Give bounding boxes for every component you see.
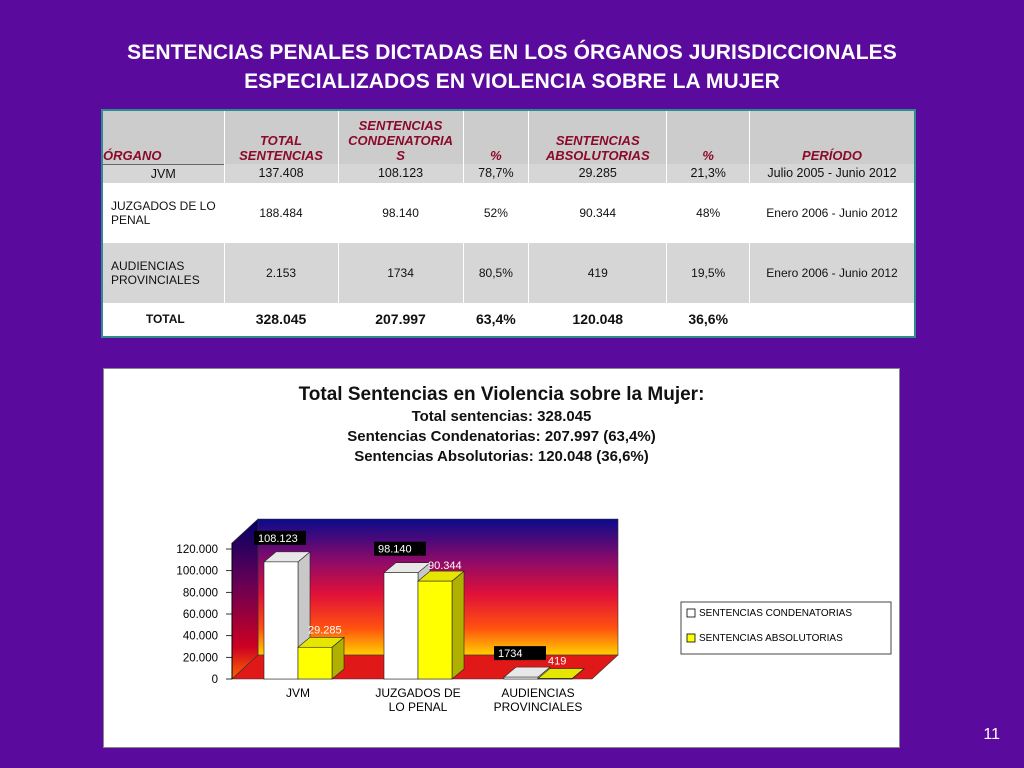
bar-condenatorias — [503, 676, 539, 680]
y-tick-label: 80.000 — [183, 587, 218, 599]
cell-pct-condenatorias: 52% — [463, 182, 530, 243]
legend-label: SENTENCIAS CONDENATORIAS — [699, 608, 852, 619]
table-header-row: ÓRGANO TOTAL SENTENCIAS SENTENCIAS CONDE… — [102, 110, 916, 164]
cell-pct-condenatorias: 80,5% — [463, 242, 530, 303]
bar-side — [451, 570, 465, 680]
category-label: PROVINCIALES — [494, 700, 583, 714]
category-label: AUDIENCIAS — [501, 686, 574, 700]
cell-total: 137.408 — [224, 164, 339, 183]
cell-pct-condenatorias: 63,4% — [463, 302, 530, 337]
category-label: JVM — [286, 686, 310, 700]
cell-pct-absolutorias: 48% — [666, 182, 751, 243]
cell-pct-absolutorias: 19,5% — [666, 242, 751, 303]
cell-condenatorias: 98.140 — [338, 182, 464, 243]
chart-panel: Total Sentencias en Violencia sobre la M… — [103, 368, 900, 748]
cell-pct-absolutorias: 21,3% — [666, 164, 751, 183]
cell-organo: JUZGADOS DE LO PENAL — [102, 182, 225, 243]
chart-subtitle-total: Total sentencias: 328.045 — [411, 408, 592, 425]
table-row: AUDIENCIAS PROVINCIALES 2.153 1734 80,5%… — [102, 242, 916, 303]
bar-condenatorias — [263, 561, 299, 680]
data-label: 98.140 — [378, 544, 412, 556]
slide-title-line-1: SENTENCIAS PENALES DICTADAS EN LOS ÓRGAN… — [127, 41, 897, 64]
cell-absolutorias: 419 — [528, 242, 668, 303]
cell-periodo: Enero 2006 - Junio 2012 — [749, 182, 916, 243]
data-label-bg — [494, 646, 546, 661]
cell-condenatorias: 108.123 — [338, 164, 464, 183]
sentences-table: ÓRGANO TOTAL SENTENCIAS SENTENCIAS CONDE… — [101, 109, 916, 338]
y-tick-label: 60.000 — [183, 609, 218, 621]
legend-swatch — [686, 608, 696, 618]
legend-box — [680, 601, 892, 655]
table-row-total: TOTAL 328.045 207.997 63,4% 120.048 36,6… — [102, 302, 916, 337]
data-label: 1734 — [498, 648, 522, 660]
header-total: TOTAL SENTENCIAS — [224, 110, 339, 164]
bar-chart: 0 20.000 40.000 60.000 80.000 100.000 120.000 1… — [176, 518, 892, 714]
cell-organo: AUDIENCIAS PROVINCIALES — [102, 242, 225, 303]
cell-absolutorias: 90.344 — [528, 182, 668, 243]
cell-pct-condenatorias: 78,7% — [463, 164, 530, 183]
category-label: LO PENAL — [389, 700, 448, 714]
bar-condenatorias — [383, 572, 419, 680]
legend-label: SENTENCIAS ABSOLUTORIAS — [699, 633, 843, 644]
cell-condenatorias: 207.997 — [338, 302, 464, 337]
y-tick-label: 20.000 — [183, 652, 218, 664]
slide-title: SENTENCIAS PENALES DICTADAS EN LOS ÓRGAN… — [30, 38, 994, 96]
cell-pct-absolutorias: 36,6% — [666, 302, 751, 337]
y-tick-label: 0 — [212, 674, 218, 686]
data-label: 108.123 — [258, 533, 298, 545]
table-row: JVM 137.408 108.123 78,7% 29.285 21,3% J… — [102, 163, 916, 183]
chart-subtitle-absolutorias: Sentencias Absolutorias: 120.048 (36,6%) — [354, 448, 649, 465]
data-label-bg — [254, 530, 306, 545]
y-tick-label: 120.000 — [176, 544, 218, 556]
chart-title: Total Sentencias en Violencia sobre la M… — [298, 384, 705, 405]
header-periodo: PERÍODO — [749, 110, 916, 164]
y-tick-label: 100.000 — [176, 566, 218, 578]
header-organo: ÓRGANO — [102, 110, 225, 164]
data-label: 90.344 — [428, 560, 462, 572]
cell-periodo: Julio 2005 - Junio 2012 — [749, 164, 916, 183]
header-absolutorias: SENTENCIAS ABSOLUTORIAS — [528, 110, 668, 164]
table-row: JUZGADOS DE LO PENAL 188.484 98.140 52% … — [102, 182, 916, 243]
cell-periodo: Enero 2006 - Junio 2012 — [749, 242, 916, 303]
page-number: 11 — [983, 726, 1000, 743]
legend-swatch — [686, 633, 696, 643]
header-condenatorias: SENTENCIAS CONDENATORIA S — [338, 110, 464, 164]
cell-condenatorias: 1734 — [338, 242, 464, 303]
y-tick-label: 40.000 — [183, 631, 218, 643]
cell-organo: JVM — [102, 163, 225, 183]
bar-absolutorias — [297, 646, 333, 680]
cell-total: 328.045 — [224, 302, 339, 337]
header-pct-condenatorias: % — [463, 110, 530, 164]
bar-absolutorias — [417, 580, 453, 680]
data-label: 419 — [548, 656, 566, 668]
chart-title-block: Total Sentencias en Violencia sobre la M… — [104, 383, 899, 467]
bar-absolutorias — [537, 678, 573, 680]
cell-periodo — [749, 302, 916, 337]
cell-total: 2.153 — [224, 242, 339, 303]
slide-title-line-2: ESPECIALIZADOS EN VIOLENCIA SOBRE LA MUJ… — [244, 70, 780, 93]
data-label: 29.285 — [308, 624, 342, 636]
chart-subtitle-condenatorias: Sentencias Condenatorias: 207.997 (63,4%… — [347, 428, 656, 445]
cell-organo: TOTAL — [102, 302, 225, 337]
data-label-bg — [374, 541, 426, 556]
cell-absolutorias: 120.048 — [528, 302, 668, 337]
cell-total: 188.484 — [224, 182, 339, 243]
header-pct-absolutorias: % — [666, 110, 751, 164]
category-label: JUZGADOS DE — [375, 686, 460, 700]
cell-absolutorias: 29.285 — [528, 164, 668, 183]
